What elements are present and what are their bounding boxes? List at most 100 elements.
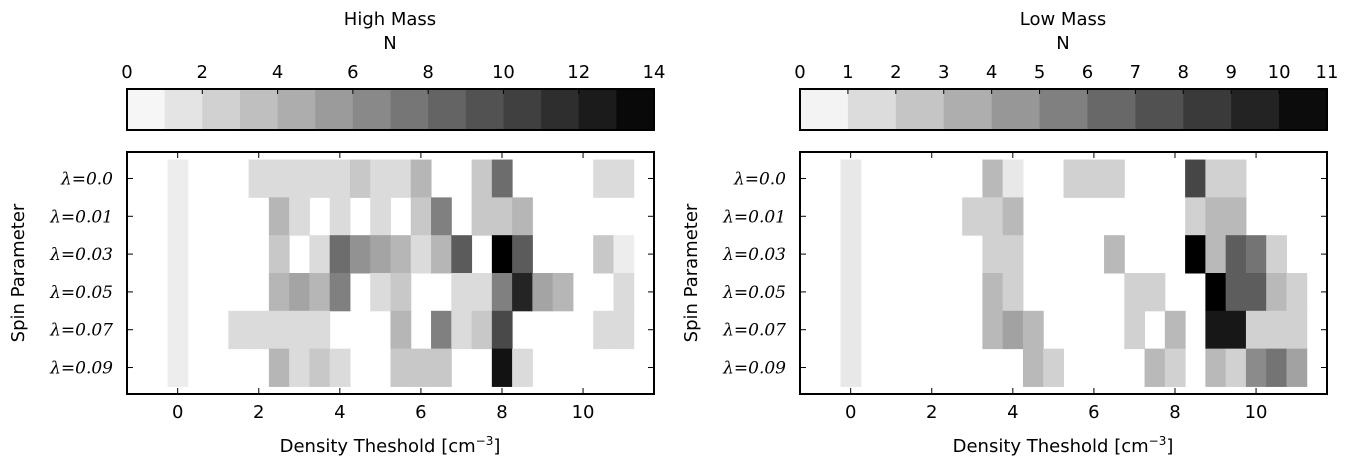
low-mass-cell: [1205, 273, 1227, 312]
low-mass-colorbar-swatch: [1039, 89, 1089, 130]
low-mass-cell: [1266, 348, 1287, 387]
low-mass-colorbar-swatch: [1231, 89, 1280, 130]
low-mass-cell: [1002, 310, 1024, 350]
low-mass-cell: [1185, 235, 1206, 274]
high-mass-colorbar-tick-label: 0: [121, 62, 132, 83]
high-mass-colorbar: 0 2 4 6 8 10 12 14: [121, 62, 665, 131]
high-mass-colorbar-tick-label: 8: [422, 62, 433, 83]
low-mass-colorbar-swatch: [800, 89, 849, 130]
high-mass-colorbar-swatch: [277, 89, 316, 130]
low-mass-cell: [982, 197, 1004, 236]
low-mass-cell: [1164, 310, 1186, 350]
low-mass-cell: [1164, 348, 1186, 387]
low-mass-colorbar-tick-label: 0: [794, 62, 805, 83]
high-mass-cell: [491, 348, 513, 387]
low-mass-ytick-label: λ=0.05: [722, 283, 786, 303]
high-mass-cell: [451, 310, 473, 350]
high-mass-cell: [309, 273, 331, 312]
low-mass-cell: [1225, 159, 1247, 198]
low-mass-colorbar-tick-label: 3: [938, 62, 949, 83]
high-mass-cell: [491, 273, 513, 312]
high-mass-cell: [593, 235, 614, 274]
high-mass-cell: [491, 197, 513, 236]
high-mass-cell: [431, 235, 452, 274]
high-mass-xtick-label: 4: [334, 402, 345, 423]
high-mass-cell: [613, 273, 635, 312]
high-mass-cell: [390, 235, 412, 274]
high-mass-xtick-label: 8: [496, 402, 507, 423]
high-mass-cell: [329, 197, 351, 236]
low-mass-cell: [840, 348, 862, 387]
high-mass-colorbar-tick-label: 4: [272, 62, 283, 83]
low-mass-colorbar-tick-label: 6: [1082, 62, 1093, 83]
low-mass-xtick-label: 8: [1169, 402, 1180, 423]
high-mass-cell: [309, 348, 331, 387]
low-mass-colorbar-swatch: [1183, 89, 1232, 130]
low-mass-colorbar-tick-label: 7: [1130, 62, 1141, 83]
high-mass-ytick-label: λ=0.03: [49, 245, 113, 265]
high-mass-ytick-label: λ=0.05: [49, 283, 113, 303]
low-mass-title: Low Mass: [1020, 9, 1106, 30]
low-mass-colorbar-label: N: [1056, 33, 1069, 54]
low-mass-colorbar-tick-label: 8: [1178, 62, 1189, 83]
low-mass-colorbar-tick-label: 9: [1225, 62, 1236, 83]
high-mass-colorbar-swatch: [127, 89, 166, 130]
low-mass-cell: [1266, 273, 1287, 312]
low-mass-colorbar-swatch: [943, 89, 993, 130]
low-mass-cell: [1083, 159, 1105, 198]
high-mass-xlabel: Density Theshold [cm−3]: [280, 434, 501, 457]
low-mass-cell: [1225, 235, 1247, 274]
low-mass-colorbar-tick-label: 1: [842, 62, 853, 83]
low-mass-cell: [982, 273, 1004, 312]
high-mass-cell: [410, 197, 432, 236]
high-mass-xtick-label: 6: [415, 402, 426, 423]
low-mass-colorbar-tick-label: 10: [1268, 62, 1291, 83]
high-mass-colorbar-tick-label: 10: [492, 62, 515, 83]
high-mass-cell: [410, 159, 432, 198]
low-mass-cell: [1266, 235, 1287, 274]
low-mass-cell: [962, 197, 983, 236]
low-mass-cell: [1205, 159, 1227, 198]
low-mass-cell: [1185, 197, 1206, 236]
low-mass-colorbar-tick-label: 4: [986, 62, 997, 83]
low-mass-cell: [1286, 310, 1308, 350]
low-mass-cell: [1205, 197, 1227, 236]
high-mass-ytick-label: λ=0.0: [60, 169, 113, 189]
high-mass-cell: [309, 235, 331, 274]
high-mass-cell: [613, 159, 635, 198]
high-mass-cell: [471, 159, 493, 198]
low-mass-cell: [1002, 197, 1024, 236]
low-mass-cell: [1225, 310, 1247, 350]
low-mass-colorbar-tick-label: 11: [1316, 62, 1339, 83]
high-mass-cell: [593, 310, 614, 350]
high-mass-cell: [309, 310, 331, 350]
high-mass-xtick-label: 0: [172, 402, 183, 423]
high-mass-cell: [431, 348, 452, 387]
high-mass-cell: [329, 159, 351, 198]
low-mass-cell: [840, 197, 862, 236]
low-mass-cell: [982, 310, 1004, 350]
low-mass-cell: [1225, 197, 1247, 236]
low-mass-ytick-label: λ=0.0: [733, 169, 786, 189]
low-mass-cell: [840, 235, 862, 274]
high-mass-cell: [268, 348, 290, 387]
low-mass-cell: [1104, 159, 1125, 198]
high-mass-cell: [431, 310, 452, 350]
high-mass-colorbar-swatch: [428, 89, 467, 130]
high-mass-ytick-label: λ=0.09: [49, 359, 113, 379]
low-mass-ylabel: Spin Parameter: [681, 203, 702, 342]
low-mass-xtick-label: 2: [926, 402, 937, 423]
low-mass-cell: [1205, 235, 1227, 274]
high-mass-cell: [491, 310, 513, 350]
low-mass-xtick-label: 6: [1088, 402, 1099, 423]
high-mass-cell: [370, 197, 391, 236]
low-mass-colorbar-swatch: [1135, 89, 1184, 130]
high-mass-cell: [167, 235, 189, 274]
high-mass-cell: [268, 235, 290, 274]
low-mass-cell: [1205, 348, 1227, 387]
high-mass-colorbar-swatch: [202, 89, 241, 130]
high-mass-cell: [512, 273, 533, 312]
low-mass-colorbar-swatch: [991, 89, 1041, 130]
high-mass-cell: [613, 310, 635, 350]
